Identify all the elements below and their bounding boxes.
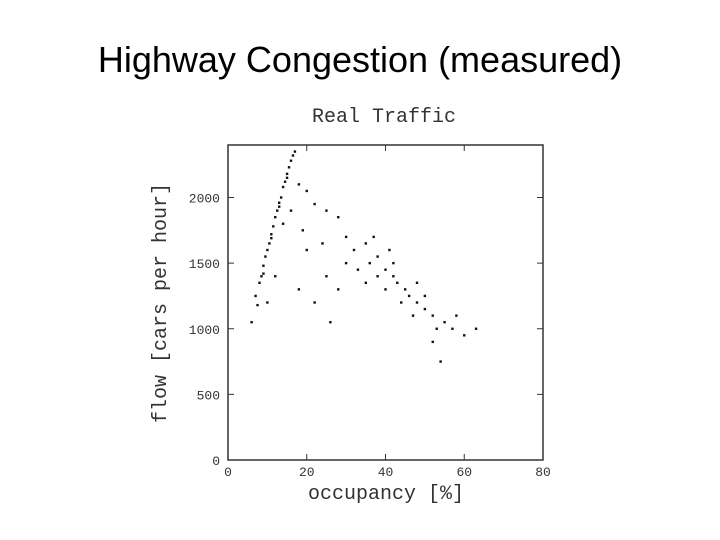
point	[277, 205, 281, 208]
y-tick-label: 500	[197, 388, 220, 403]
point	[270, 236, 273, 240]
point	[260, 275, 263, 278]
y-tick-label: 1500	[189, 257, 220, 272]
point	[364, 242, 368, 245]
x-axis-label: occupancy [%]	[308, 483, 464, 506]
point	[337, 288, 340, 291]
point	[254, 294, 257, 298]
point	[305, 248, 308, 252]
point	[285, 172, 289, 176]
point	[289, 159, 293, 162]
point	[258, 281, 261, 285]
point	[403, 288, 407, 291]
y-tick-label: 0	[212, 454, 220, 469]
point	[321, 242, 324, 245]
point	[266, 301, 269, 304]
plot-frame	[227, 144, 544, 461]
point	[455, 314, 458, 317]
point	[277, 201, 281, 204]
y-tick-label: 2000	[189, 192, 220, 207]
point	[281, 185, 285, 189]
point	[325, 209, 328, 212]
point	[266, 248, 269, 252]
point	[285, 176, 289, 180]
point	[372, 235, 375, 239]
point	[264, 255, 267, 258]
point	[289, 209, 293, 212]
point	[423, 294, 427, 298]
point	[291, 154, 295, 157]
point	[293, 150, 297, 153]
point	[443, 320, 446, 324]
point	[451, 327, 454, 330]
point	[262, 272, 265, 275]
point	[415, 301, 419, 304]
point	[415, 281, 419, 285]
point	[364, 281, 368, 285]
x-tick-label: 0	[224, 465, 232, 480]
point	[376, 275, 379, 278]
point	[435, 327, 438, 330]
point	[270, 233, 273, 236]
point	[352, 248, 356, 252]
point	[388, 248, 391, 252]
point	[262, 264, 265, 267]
point	[400, 301, 403, 304]
point	[474, 327, 478, 330]
point	[376, 255, 379, 258]
point	[287, 166, 291, 169]
point	[250, 320, 253, 324]
x-tick-label: 80	[535, 465, 551, 480]
point	[325, 275, 328, 278]
point	[279, 196, 283, 199]
point	[368, 261, 371, 265]
y-tick-label: 1000	[189, 323, 220, 338]
slide-title: Highway Congestion (measured)	[98, 39, 622, 80]
point	[439, 360, 442, 363]
point	[313, 301, 316, 304]
point	[384, 288, 387, 291]
point	[344, 235, 348, 239]
point	[431, 314, 434, 317]
x-tick-label: 60	[456, 465, 472, 480]
point	[392, 275, 395, 278]
point	[384, 268, 387, 271]
point	[337, 215, 340, 219]
point	[423, 307, 427, 311]
point	[283, 180, 287, 183]
point	[268, 242, 271, 245]
x-tick-label: 20	[299, 465, 315, 480]
point	[274, 275, 277, 278]
point	[272, 225, 275, 228]
point	[281, 222, 285, 225]
x-tick-label: 40	[378, 465, 394, 480]
point	[256, 303, 259, 307]
point	[356, 268, 360, 271]
point	[407, 294, 411, 298]
point	[297, 183, 301, 186]
point	[305, 189, 308, 193]
point	[313, 202, 316, 206]
point	[274, 215, 277, 219]
point	[344, 261, 348, 265]
point	[411, 314, 415, 317]
point	[276, 209, 279, 212]
point	[392, 261, 395, 265]
point	[301, 229, 305, 232]
point	[463, 334, 466, 337]
point	[329, 320, 332, 324]
y-axis-label: flow [cars per hour]	[150, 183, 173, 423]
point	[396, 281, 399, 285]
chart-title: Real Traffic	[312, 106, 456, 129]
point	[431, 340, 434, 344]
point	[297, 288, 301, 291]
